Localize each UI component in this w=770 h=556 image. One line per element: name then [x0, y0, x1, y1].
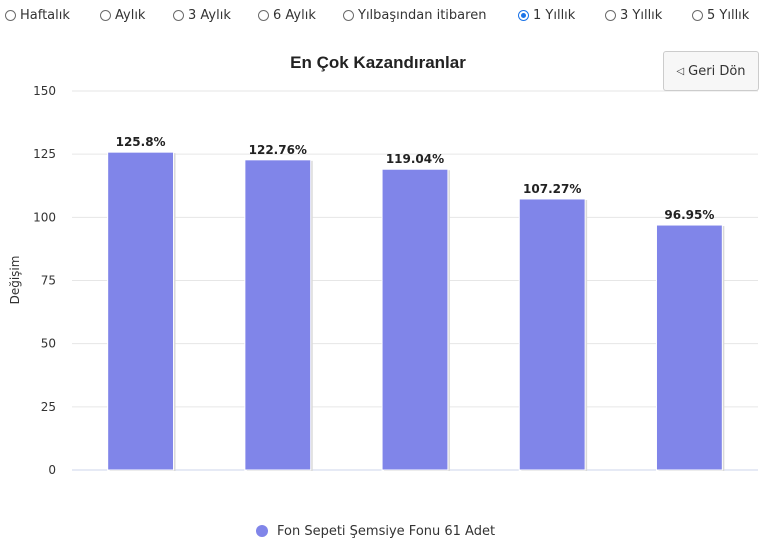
radio-button-checked-icon[interactable]	[518, 10, 529, 21]
y-tick-label: 100	[33, 210, 56, 224]
radio-label: 1 Yıllık	[533, 8, 576, 23]
radio-label: Aylık	[115, 8, 146, 23]
radio-label: 3 Yıllık	[620, 8, 663, 23]
data-label: 125.8%	[116, 135, 166, 149]
radio-button-icon[interactable]	[258, 10, 269, 21]
bar[interactable]	[107, 151, 175, 471]
chart-title: En Çok Kazandıranlar	[290, 53, 466, 72]
y-axis-ticks: 0 25 50 75 100 125 150	[33, 84, 56, 477]
bar[interactable]	[381, 168, 449, 471]
radio-6-aylik[interactable]: 6 Aylık	[258, 8, 316, 23]
radio-button-icon[interactable]	[173, 10, 184, 21]
legend[interactable]: Fon Sepeti Şemsiye Fonu 61 Adet	[256, 524, 495, 539]
bar-chart: En Çok Kazandıranlar Değişim 0 25 50 75 100 1…	[8, 53, 758, 539]
radio-3-yillik[interactable]: 3 Yıllık	[605, 8, 662, 23]
period-selector: Haftalık Aylık 3 Aylık 6 Aylık Yılbaşınd…	[0, 8, 770, 30]
radio-5-yillik[interactable]: 5 Yıllık	[692, 8, 749, 23]
y-tick-label: 150	[33, 84, 56, 98]
legend-marker-icon	[256, 525, 268, 537]
data-label: 122.76%	[249, 143, 307, 157]
bar[interactable]	[244, 159, 312, 471]
radio-yilbasindan-itibaren[interactable]: Yılbaşından itibaren	[343, 8, 486, 23]
radio-3-aylik[interactable]: 3 Aylık	[173, 8, 231, 23]
radio-button-icon[interactable]	[343, 10, 354, 21]
radio-button-icon[interactable]	[100, 10, 111, 21]
radio-button-icon[interactable]	[605, 10, 616, 21]
back-button-label: Geri Dön	[688, 63, 746, 79]
data-label: 107.27%	[523, 182, 581, 196]
left-triangle-icon: ◁	[676, 65, 685, 77]
y-tick-label: 50	[41, 337, 56, 351]
bar[interactable]	[518, 198, 586, 471]
data-label: 119.04%	[386, 152, 444, 166]
y-tick-label: 75	[41, 274, 56, 288]
y-tick-label: 25	[41, 400, 56, 414]
bar[interactable]	[655, 224, 723, 471]
y-tick-label: 0	[48, 463, 56, 477]
radio-haftalik[interactable]: Haftalık	[5, 8, 70, 23]
radio-label: 3 Aylık	[188, 8, 231, 23]
radio-label: Haftalık	[20, 8, 70, 23]
y-axis-title: Değişim	[8, 256, 22, 305]
y-tick-label: 125	[33, 147, 56, 161]
radio-button-icon[interactable]	[5, 10, 16, 21]
legend-label: Fon Sepeti Şemsiye Fonu 61 Adet	[277, 524, 495, 539]
radio-aylik[interactable]: Aylık	[100, 8, 145, 23]
radio-button-icon[interactable]	[692, 10, 703, 21]
back-button[interactable]: ◁ Geri Dön	[663, 51, 759, 91]
radio-label: Yılbaşından itibaren	[358, 8, 487, 23]
radio-1-yillik[interactable]: 1 Yıllık	[518, 8, 575, 23]
data-label: 96.95%	[664, 208, 714, 222]
radio-label: 6 Aylık	[273, 8, 316, 23]
bar-series: 125.8% 122.76% 119.04% 107.27% 96.95%	[107, 135, 725, 472]
radio-label: 5 Yıllık	[707, 8, 750, 23]
